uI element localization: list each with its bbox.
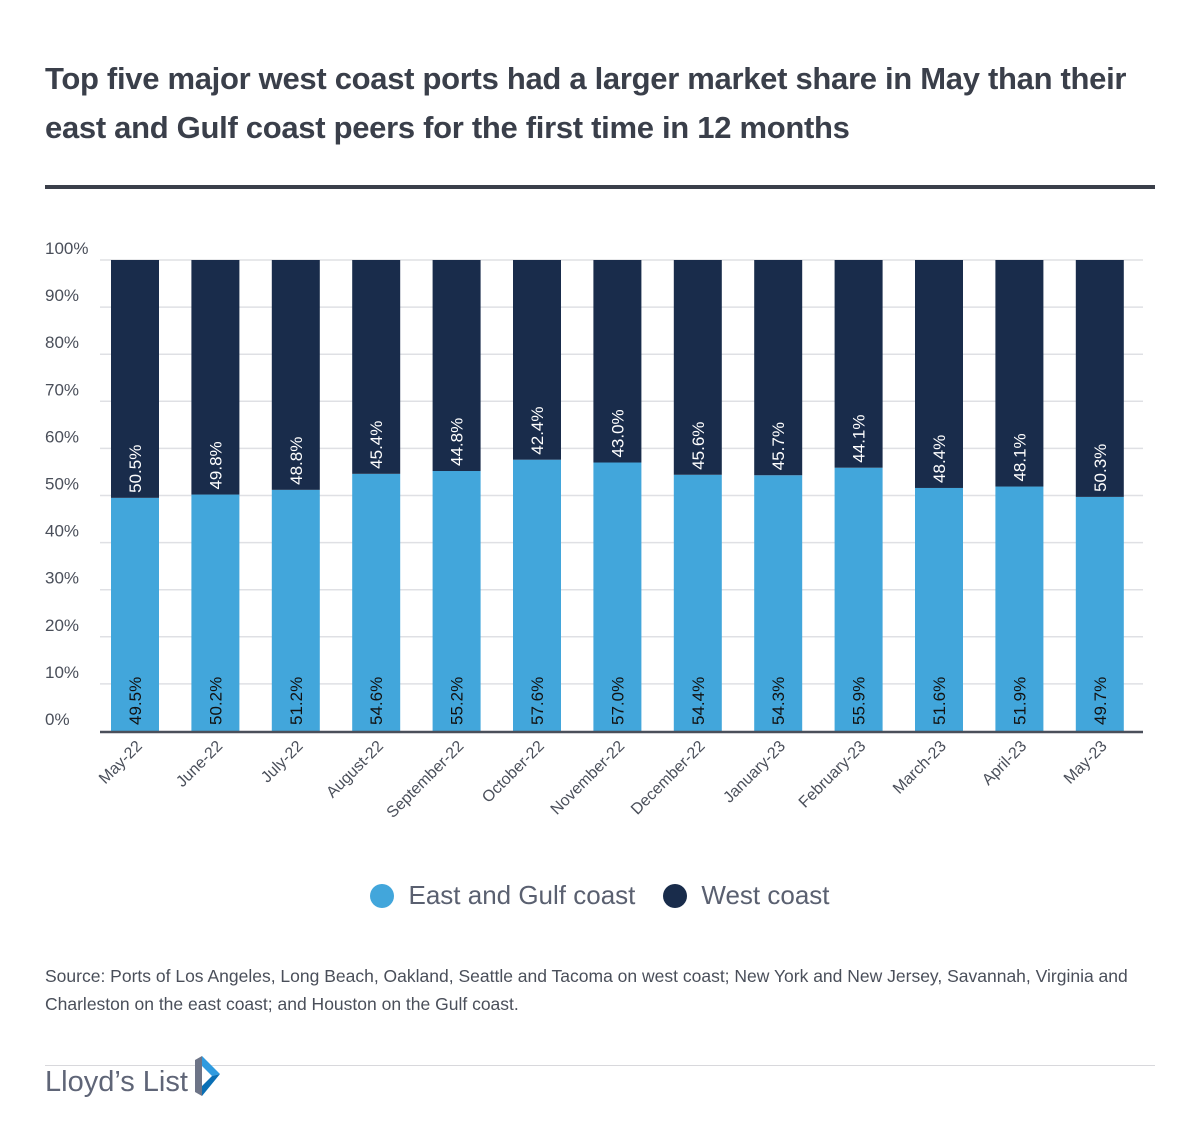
data-label: 55.2% <box>448 677 467 725</box>
x-tick-label: January-23 <box>720 738 789 807</box>
source-note: Source: Ports of Los Angeles, Long Beach… <box>45 966 1128 1014</box>
y-tick-label: 60% <box>45 427 79 446</box>
data-label: 48.4% <box>930 435 949 483</box>
bar-west <box>352 260 401 474</box>
x-tick-label: May-22 <box>96 738 146 788</box>
data-label: 51.9% <box>1010 677 1029 725</box>
bar-east <box>834 467 883 731</box>
x-tick-label: December-22 <box>628 738 709 819</box>
chart-title: Top five major west coast ports had a la… <box>45 61 1127 145</box>
legend-swatch-east <box>370 883 395 908</box>
legend-label-west: West coast <box>701 880 830 910</box>
bar-east <box>995 486 1044 731</box>
data-label: 54.3% <box>769 677 788 725</box>
footer-divider <box>45 1065 1155 1066</box>
bar-west <box>673 260 722 475</box>
data-label: 50.2% <box>206 677 225 725</box>
legend-swatch-west <box>663 883 688 908</box>
bar-east <box>513 459 561 731</box>
bar-east <box>191 494 240 731</box>
y-tick-label: 100% <box>45 239 88 258</box>
data-label: 49.7% <box>1091 677 1110 725</box>
legend-item-west: West coast <box>663 880 830 911</box>
data-label: 57.6% <box>528 677 547 725</box>
x-tick-label: September-22 <box>384 738 468 822</box>
legend: East and Gulf coast West coast <box>0 880 1200 911</box>
bar-west <box>432 260 481 472</box>
y-tick-label: 40% <box>45 522 79 541</box>
x-tick-label: July-22 <box>258 738 307 787</box>
y-tick-label: 90% <box>45 286 79 305</box>
bar-west <box>513 260 561 460</box>
bar-east <box>915 487 963 731</box>
data-label: 45.4% <box>367 421 386 469</box>
data-label: 44.1% <box>850 415 869 463</box>
title-divider <box>45 185 1155 189</box>
x-tick-label: August-22 <box>323 738 387 802</box>
legend-item-east: East and Gulf coast <box>370 880 635 911</box>
data-label: 54.4% <box>689 677 708 725</box>
data-label: 54.6% <box>367 677 386 725</box>
data-label: 42.4% <box>528 407 547 455</box>
bar-west <box>1075 260 1124 497</box>
bar-west <box>834 260 883 468</box>
bar-west <box>111 260 159 498</box>
bar-east <box>593 462 642 731</box>
bar-east <box>432 471 481 731</box>
y-tick-label: 0% <box>45 710 70 729</box>
bar-east <box>673 474 722 731</box>
bar-east <box>111 497 159 731</box>
data-label: 51.2% <box>287 677 306 725</box>
logo: Lloyd’s List <box>45 1055 222 1099</box>
data-label: 50.3% <box>1091 444 1110 492</box>
bar-west <box>995 260 1044 487</box>
x-tick-label: October-22 <box>479 738 548 807</box>
data-label: 51.6% <box>930 677 949 725</box>
data-label: 50.5% <box>126 445 145 493</box>
data-label: 48.1% <box>1010 433 1029 481</box>
bar-west <box>271 260 320 490</box>
bar-east <box>754 475 803 731</box>
logo-play-icon <box>194 1055 220 1096</box>
legend-label-east: East and Gulf coast <box>408 880 636 910</box>
bar-west <box>593 260 642 463</box>
data-label: 55.9% <box>850 677 869 725</box>
x-tick-label: November-22 <box>548 738 629 819</box>
x-tick-label: March-23 <box>890 738 950 798</box>
x-tick-label: April-23 <box>979 738 1030 789</box>
y-tick-label: 20% <box>45 616 79 635</box>
y-tick-label: 70% <box>45 380 79 399</box>
data-label: 48.8% <box>287 437 306 485</box>
data-label: 49.5% <box>126 677 145 725</box>
data-label: 43.0% <box>608 409 627 457</box>
data-label: 45.7% <box>769 422 788 470</box>
x-tick-label: May-23 <box>1061 738 1111 788</box>
x-tick-label: June-22 <box>173 738 226 791</box>
y-tick-label: 10% <box>45 663 79 682</box>
bar-west <box>754 260 803 476</box>
data-label: 57.0% <box>608 677 627 725</box>
data-label: 44.8% <box>448 418 467 466</box>
logo-text: Lloyd’s List <box>45 1066 188 1098</box>
data-label: 49.8% <box>206 441 225 489</box>
bar-east <box>352 473 401 731</box>
y-tick-label: 50% <box>45 475 79 494</box>
bar-west <box>191 260 240 495</box>
y-tick-label: 80% <box>45 333 79 352</box>
x-tick-label: February-23 <box>796 738 870 812</box>
bar-east <box>271 489 320 731</box>
bar-east <box>1075 496 1124 731</box>
y-tick-label: 30% <box>45 569 79 588</box>
stacked-bar-chart: 0% 10% 20% 30% 40% 50% 60% 70% 80% 90% 100% 49.5% 50… <box>45 239 1143 822</box>
data-label: 45.6% <box>689 422 708 470</box>
bar-west <box>915 260 963 488</box>
